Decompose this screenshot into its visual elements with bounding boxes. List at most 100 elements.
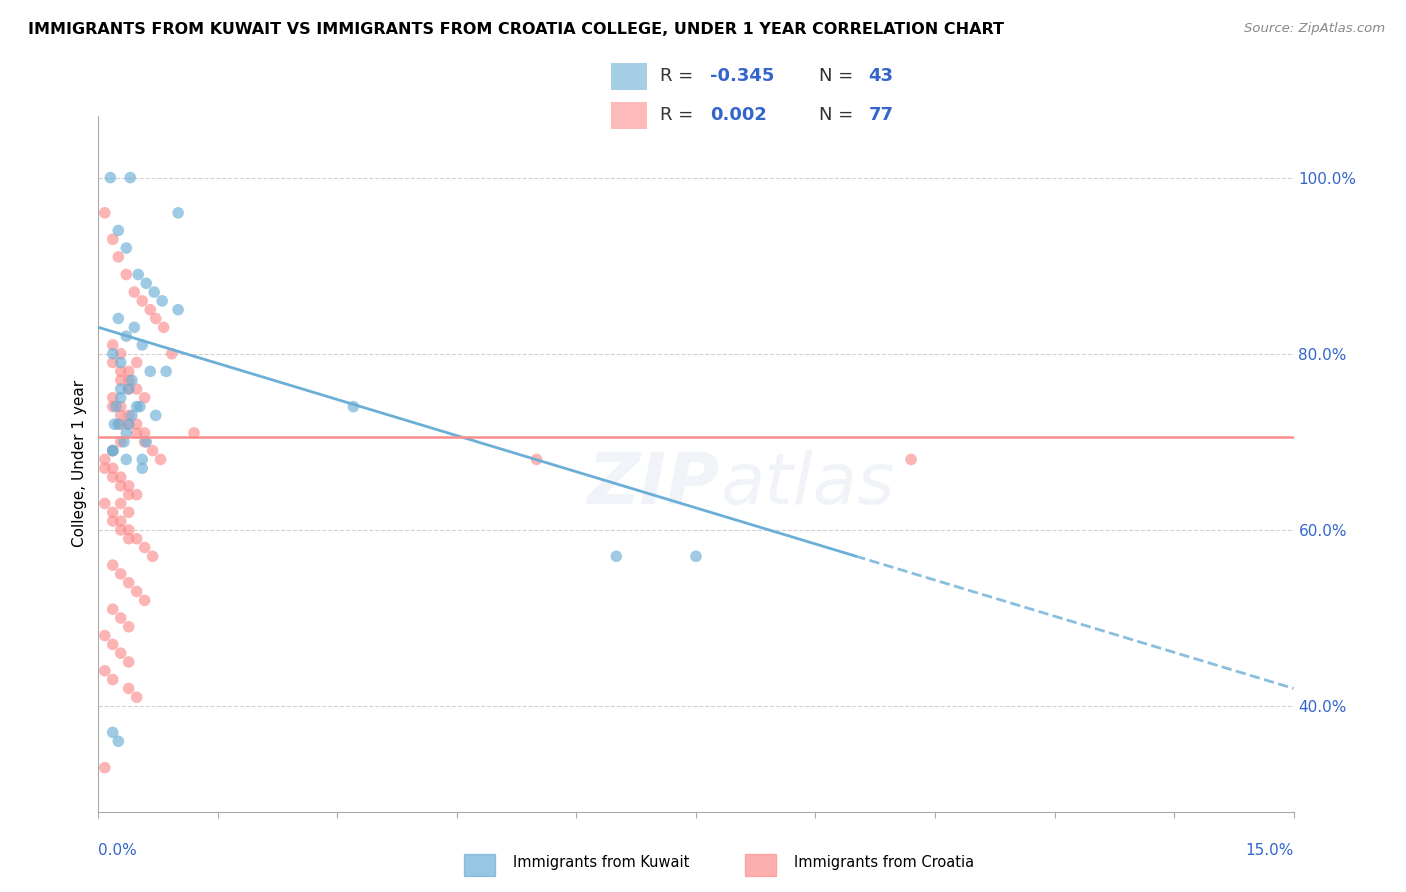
Point	[118, 417, 141, 432]
Point	[107, 250, 129, 264]
Text: N =: N =	[818, 68, 859, 86]
Point	[605, 549, 627, 564]
Point	[125, 690, 148, 705]
Point	[134, 425, 156, 440]
Point	[125, 355, 148, 369]
Point	[107, 223, 129, 237]
Point	[134, 593, 156, 607]
Point	[110, 479, 132, 493]
Point	[118, 364, 141, 378]
Point	[183, 425, 205, 440]
Point	[131, 293, 153, 308]
Point	[118, 479, 141, 493]
Point	[125, 382, 148, 396]
Point	[131, 461, 153, 475]
Point	[101, 505, 124, 519]
Text: R =: R =	[661, 106, 699, 124]
Point	[98, 170, 122, 185]
Text: -0.345: -0.345	[710, 68, 775, 86]
Point	[118, 532, 141, 546]
Point	[125, 584, 148, 599]
Point	[118, 681, 141, 696]
Point	[110, 470, 132, 484]
Point	[101, 232, 124, 246]
Point	[124, 285, 146, 299]
Point	[115, 268, 138, 282]
Point	[101, 725, 124, 739]
Point	[121, 373, 143, 387]
Point	[150, 293, 173, 308]
Point	[125, 488, 148, 502]
Point	[101, 443, 124, 458]
Point	[101, 602, 124, 616]
Point	[685, 549, 707, 564]
Point	[101, 443, 124, 458]
Text: 15.0%: 15.0%	[1246, 843, 1294, 858]
Point	[167, 206, 190, 220]
Point	[128, 400, 150, 414]
Point	[145, 311, 167, 326]
Point	[94, 461, 117, 475]
Text: N =: N =	[818, 106, 859, 124]
Text: 77: 77	[869, 106, 893, 124]
Point	[118, 575, 141, 590]
Point	[110, 391, 132, 405]
Point	[94, 206, 117, 220]
Point	[110, 364, 132, 378]
Point	[94, 452, 117, 467]
Point	[110, 417, 132, 432]
Point	[110, 409, 132, 423]
Point	[110, 496, 132, 510]
Point	[125, 425, 148, 440]
Point	[110, 434, 132, 449]
Point	[101, 400, 124, 414]
Point	[110, 611, 132, 625]
Point	[110, 523, 132, 537]
Point	[120, 170, 142, 185]
Point	[110, 347, 132, 361]
Text: IMMIGRANTS FROM KUWAIT VS IMMIGRANTS FROM CROATIA COLLEGE, UNDER 1 YEAR CORRELAT: IMMIGRANTS FROM KUWAIT VS IMMIGRANTS FRO…	[28, 22, 1004, 37]
Point	[526, 452, 548, 467]
Point	[118, 488, 141, 502]
Point	[101, 355, 124, 369]
Text: R =: R =	[661, 68, 699, 86]
Point	[118, 620, 141, 634]
Point	[118, 655, 141, 669]
Point	[107, 311, 129, 326]
Point	[134, 391, 156, 405]
Point	[115, 329, 138, 343]
Point	[101, 673, 124, 687]
Point	[115, 452, 138, 467]
Point	[118, 505, 141, 519]
Point	[94, 664, 117, 678]
Text: 0.0%: 0.0%	[98, 843, 138, 858]
Point	[110, 355, 132, 369]
Point	[155, 364, 177, 378]
Point	[101, 461, 124, 475]
Point	[101, 391, 124, 405]
Point	[142, 443, 165, 458]
Point	[110, 646, 132, 660]
Point	[160, 347, 183, 361]
Y-axis label: College, Under 1 year: College, Under 1 year	[72, 380, 87, 548]
Point	[118, 523, 141, 537]
Point	[101, 338, 124, 352]
Point	[167, 302, 190, 317]
Point	[135, 277, 157, 291]
Point	[134, 541, 156, 555]
Point	[121, 409, 143, 423]
Point	[118, 417, 141, 432]
Point	[110, 373, 132, 387]
Point	[127, 268, 149, 282]
Point	[125, 532, 148, 546]
Point	[115, 425, 138, 440]
Point	[110, 382, 132, 396]
Point	[112, 434, 135, 449]
Point	[131, 338, 153, 352]
Point	[118, 373, 141, 387]
Text: 43: 43	[869, 68, 893, 86]
Point	[134, 434, 156, 449]
Point	[342, 400, 364, 414]
Point	[125, 400, 148, 414]
Point	[104, 400, 127, 414]
